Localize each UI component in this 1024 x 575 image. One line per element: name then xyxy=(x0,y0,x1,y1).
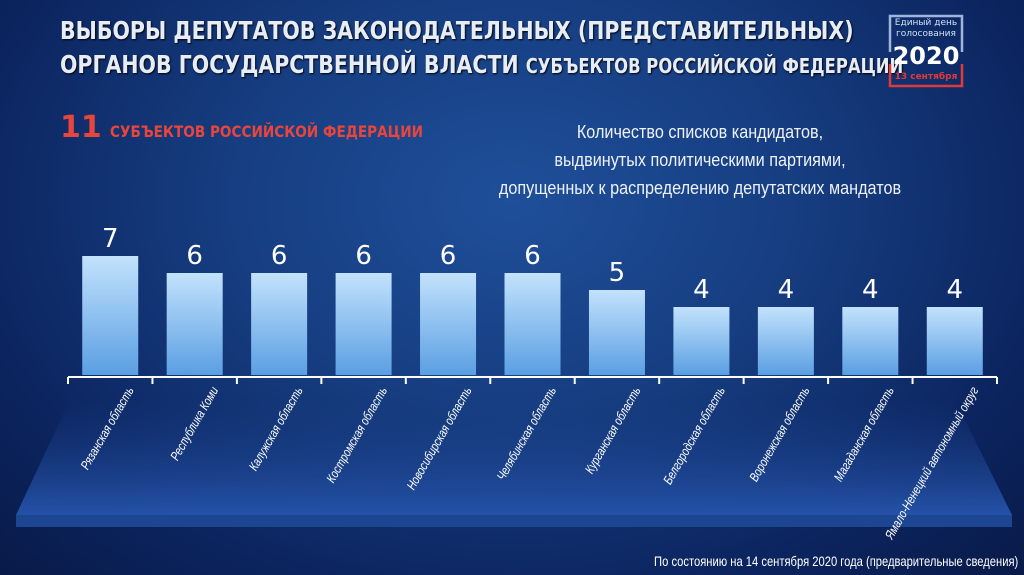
chart-title-line1: Количество списков кандидатов, xyxy=(576,122,824,142)
subjects-text: СУБЪЕКТОВ РОССИЙСКОЙ ФЕДЕРАЦИИ xyxy=(109,122,423,141)
title-line1: ВЫБОРЫ ДЕПУТАТОВ ЗАКОНОДАТЕЛЬНЫХ (ПРЕДСТ… xyxy=(60,16,854,45)
logo-line1: Единый день xyxy=(895,18,957,28)
subjects-count: 11 СУБЪЕКТОВ РОССИЙСКОЙ ФЕДЕРАЦИИ xyxy=(60,110,478,145)
bar xyxy=(842,307,899,375)
bar xyxy=(166,273,223,375)
chart-title-line2: выдвинутых политическими партиями, xyxy=(554,150,846,170)
logo-date: 13 сентября xyxy=(895,71,958,82)
election-day-logo: Единый день голосования 2020 13 сентября xyxy=(888,14,964,88)
data-label: 4 xyxy=(862,275,879,305)
data-label: 5 xyxy=(609,258,626,288)
bar xyxy=(757,307,814,375)
floor-edge xyxy=(16,515,1012,527)
bar xyxy=(335,273,392,375)
logo-year: 2020 xyxy=(893,42,960,70)
data-label: 6 xyxy=(271,241,288,271)
bar xyxy=(504,273,561,375)
data-label: 4 xyxy=(946,275,963,305)
logo-line2: голосования xyxy=(896,29,956,39)
floor-platform xyxy=(16,400,1012,515)
bar xyxy=(926,307,983,375)
bar xyxy=(82,256,139,375)
data-label: 7 xyxy=(102,224,119,254)
footer-note: По состоянию на 14 сентября 2020 года (п… xyxy=(653,553,1018,569)
subjects-number: 11 xyxy=(60,110,102,145)
data-label: 6 xyxy=(524,241,541,271)
bar xyxy=(673,307,730,375)
chart-title: Количество списков кандидатов, выдвинуты… xyxy=(466,118,934,202)
data-label: 6 xyxy=(440,241,457,271)
title-line2a: ОРГАНОВ ГОСУДАРСТВЕННОЙ ВЛАСТИ xyxy=(60,50,519,79)
title-line2b: СУБЪЕКТОВ РОССИЙСКОЙ ФЕДЕРАЦИИ xyxy=(525,54,904,78)
data-label: 6 xyxy=(355,241,372,271)
bar xyxy=(588,290,645,375)
page-title: ВЫБОРЫ ДЕПУТАТОВ ЗАКОНОДАТЕЛЬНЫХ (ПРЕДСТ… xyxy=(60,14,903,83)
bar xyxy=(251,273,308,375)
chart-title-line3: допущенных к распределению депутатских м… xyxy=(498,178,902,198)
data-label: 6 xyxy=(186,241,203,271)
bar xyxy=(420,273,477,375)
data-label: 4 xyxy=(693,275,710,305)
data-label: 4 xyxy=(778,275,795,305)
